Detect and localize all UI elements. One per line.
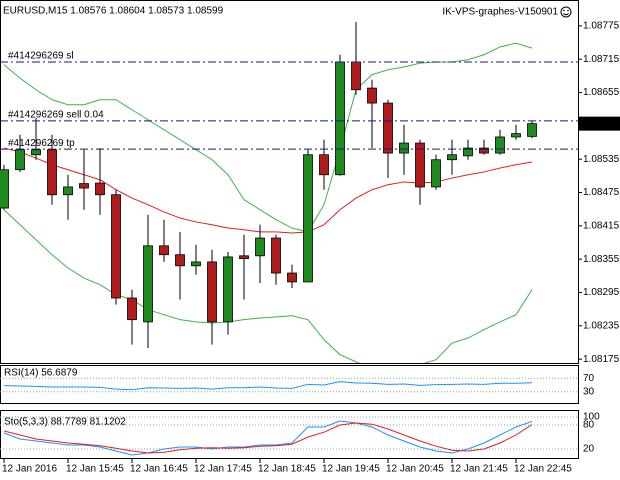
candle-body: [239, 255, 249, 259]
candle-body: [367, 87, 377, 104]
candle-body: [431, 159, 441, 188]
y-tick-label: 100: [583, 412, 600, 423]
rsi-panel-frame: [0, 365, 579, 404]
chart-title: EURUSD,M15 1.08576 1.08604 1.08573 1.085…: [3, 6, 224, 17]
candle-body: [479, 147, 489, 154]
candle-body: [143, 245, 153, 323]
indicator-line: [3, 422, 533, 454]
y-tick-label: 1.08295: [583, 287, 620, 298]
y-tick-label: 1.08475: [583, 187, 620, 198]
candle-body: [47, 149, 57, 196]
x-tick-label: 12 Jan 2016: [2, 464, 57, 475]
candle-body: [95, 182, 105, 196]
indicator-title: RSI(14) 56.6879: [4, 368, 78, 379]
candle-body: [335, 61, 345, 176]
candle-body: [287, 272, 297, 283]
candle-body: [31, 149, 41, 156]
y-tick-label: 20: [583, 444, 595, 455]
candle-body: [319, 154, 329, 176]
x-tick-label: 12 Jan 16:45: [130, 464, 188, 475]
candle-body: [255, 237, 265, 257]
candle-body: [175, 254, 185, 267]
x-tick-label: 12 Jan 17:45: [194, 464, 252, 475]
candle-body: [303, 154, 313, 283]
indicator-line: [3, 381, 533, 391]
y-tick-label: 1.08775: [583, 21, 620, 32]
indicator-title: Sto(5,3,3) 88.7789 81.1202: [4, 417, 126, 428]
indicator-line: [3, 420, 533, 456]
order-label: #414296269 tp: [8, 138, 75, 149]
x-tick-label: 12 Jan 22:45: [514, 464, 572, 475]
y-tick-label: 1.08715: [583, 54, 620, 65]
indicator-line: [3, 147, 533, 234]
y-tick-label: 30: [583, 386, 595, 397]
candle-body: [111, 194, 121, 299]
candle-body: [271, 237, 281, 274]
candle-body: [447, 154, 457, 161]
candle-body: [495, 136, 505, 154]
x-tick-label: 12 Jan 20:45: [386, 464, 444, 475]
y-tick-label: 1.08535: [583, 154, 620, 165]
y-tick-label: 1.08235: [583, 320, 620, 331]
order-label: #414296269 sl: [8, 51, 74, 62]
x-tick-label: 12 Jan 18:45: [258, 464, 316, 475]
y-tick-label: 1.08415: [583, 220, 620, 231]
candle-body: [383, 102, 393, 154]
y-tick-label: 1.08355: [583, 254, 620, 265]
candle-body: [399, 142, 409, 154]
candle-body: [0, 169, 9, 209]
x-tick-label: 12 Jan 15:45: [66, 464, 124, 475]
y-tick-label: 1.08655: [583, 87, 620, 98]
candle-body: [223, 256, 233, 323]
candle-body: [127, 297, 137, 321]
indicator-line: [3, 209, 533, 363]
candle-body: [191, 261, 201, 267]
candle-body: [463, 147, 473, 157]
watermark: IK-VPS-graphes-V150901: [442, 7, 558, 18]
x-tick-label: 12 Jan 19:45: [322, 464, 380, 475]
current-price-box: [579, 116, 620, 131]
candle-body: [207, 261, 217, 323]
candle-body: [15, 149, 25, 171]
smiley-icon: [560, 6, 572, 18]
y-tick-label: 1.08175: [583, 354, 620, 365]
order-label: #414296269 sell 0.04: [8, 109, 104, 120]
candle-body: [351, 61, 361, 91]
candle-body: [511, 133, 521, 138]
sto-panel-frame: [0, 410, 579, 459]
candle-body: [527, 123, 537, 137]
y-tick-label: 70: [583, 373, 595, 384]
candle-body: [79, 183, 89, 189]
candle-body: [159, 245, 169, 256]
y-tick-label: 80: [583, 420, 595, 431]
candle-body: [63, 186, 73, 196]
candle-body: [415, 142, 425, 188]
x-tick-label: 12 Jan 21:45: [450, 464, 508, 475]
current-price-label: 1.08599: [583, 118, 620, 129]
